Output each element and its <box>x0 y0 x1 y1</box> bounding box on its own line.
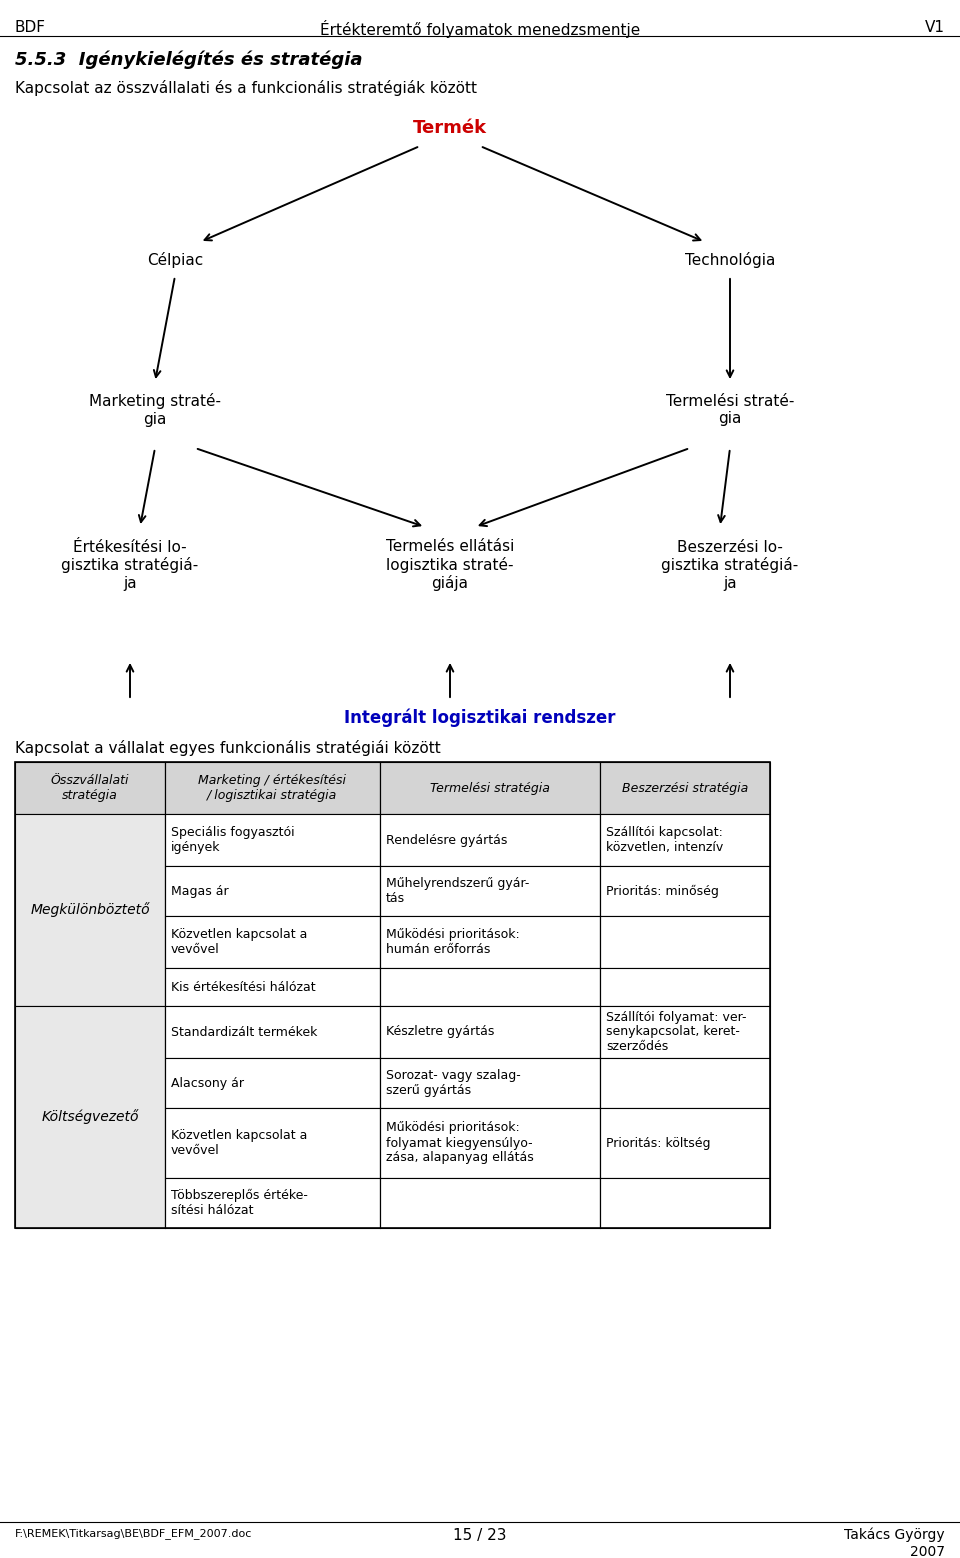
Bar <box>15 1006 165 1228</box>
Text: Termelési stratégia: Termelési stratégia <box>430 782 550 795</box>
Text: Műhelyrendszerű gyár-
tás: Műhelyrendszerű gyár- tás <box>386 877 529 905</box>
Text: Kapcsolat az összvállalati és a funkcionális stratégiák között: Kapcsolat az összvállalati és a funkcion… <box>15 79 477 97</box>
Bar <box>600 762 770 813</box>
Bar <box>165 968 380 1006</box>
Text: Működési prioritások:
folyamat kiegyensúlyo-
zása, alapanyag ellátás: Működési prioritások: folyamat kiegyensú… <box>386 1122 534 1164</box>
Bar <box>15 813 165 1006</box>
Text: Költségvezető: Költségvezető <box>41 1109 139 1125</box>
Text: Értékesítési lo-
gisztika stratégiá-
ja: Értékesítési lo- gisztika stratégiá- ja <box>61 539 199 590</box>
Text: Marketing straté-
gia: Marketing straté- gia <box>89 393 221 427</box>
Text: Prioritás: költség: Prioritás: költség <box>606 1136 710 1150</box>
Text: Kis értékesítési hálózat: Kis értékesítési hálózat <box>171 980 316 994</box>
Bar <box>380 1108 600 1178</box>
Text: Prioritás: minőség: Prioritás: minőség <box>606 885 719 897</box>
Bar <box>600 916 770 968</box>
Bar <box>600 1178 770 1228</box>
Text: Termelés ellátási
logisztika straté-
giája: Termelés ellátási logisztika straté- giá… <box>386 539 515 590</box>
Text: Takács György
2007: Takács György 2007 <box>845 1528 945 1558</box>
Text: V1: V1 <box>925 20 945 34</box>
Bar <box>165 866 380 916</box>
Bar <box>600 1108 770 1178</box>
Bar <box>600 866 770 916</box>
Bar <box>600 1058 770 1108</box>
Text: Összvállalati
stratégia: Összvállalati stratégia <box>51 774 130 802</box>
Text: Kapcsolat a vállalat egyes funkcionális stratégiái között: Kapcsolat a vállalat egyes funkcionális … <box>15 740 441 756</box>
Bar <box>380 762 600 813</box>
Bar <box>165 1006 380 1058</box>
Text: Sorozat- vagy szalag-
szerű gyártás: Sorozat- vagy szalag- szerű gyártás <box>386 1069 520 1097</box>
Bar <box>15 762 770 1228</box>
Text: Szállítói kapcsolat:
közvetlen, intenzív: Szállítói kapcsolat: közvetlen, intenzív <box>606 826 723 854</box>
Text: Termelési straté-
gia: Termelési straté- gia <box>666 394 794 427</box>
Bar <box>380 1058 600 1108</box>
Text: Technológia: Technológia <box>684 252 775 268</box>
Bar <box>165 813 380 866</box>
Bar <box>380 813 600 866</box>
Text: Szállítói folyamat: ver-
senykapcsolat, keret-
szerződés: Szállítói folyamat: ver- senykapcsolat, … <box>606 1011 747 1053</box>
Text: Beszerzési stratégia: Beszerzési stratégia <box>622 782 748 795</box>
Text: Közvetlen kapcsolat a
vevővel: Közvetlen kapcsolat a vevővel <box>171 1130 307 1158</box>
Bar <box>165 1058 380 1108</box>
Text: Speciális fogyasztói
igények: Speciális fogyasztói igények <box>171 826 295 854</box>
Bar <box>380 1178 600 1228</box>
Text: Standardizált termékek: Standardizált termékek <box>171 1025 318 1039</box>
Text: Működési prioritások:
humán erőforrás: Működési prioritások: humán erőforrás <box>386 929 519 957</box>
Text: BDF: BDF <box>15 20 46 34</box>
Bar <box>380 866 600 916</box>
Text: Rendelésre gyártás: Rendelésre gyártás <box>386 834 508 846</box>
Bar <box>380 916 600 968</box>
Text: Integrált logisztikai rendszer: Integrált logisztikai rendszer <box>345 709 615 728</box>
Text: Megkülönböztető: Megkülönböztető <box>30 902 150 918</box>
Text: 15 / 23: 15 / 23 <box>453 1528 507 1542</box>
Text: Többszereplős értéke-
sítési hálózat: Többszereplős értéke- sítési hálózat <box>171 1189 308 1217</box>
Text: Közvetlen kapcsolat a
vevővel: Közvetlen kapcsolat a vevővel <box>171 929 307 957</box>
Text: Értékteremtő folyamatok menedzsmentje: Értékteremtő folyamatok menedzsmentje <box>320 20 640 37</box>
Bar <box>600 1006 770 1058</box>
Bar <box>15 762 165 813</box>
Bar <box>380 968 600 1006</box>
Text: Magas ár: Magas ár <box>171 885 228 897</box>
Text: Célpiac: Célpiac <box>147 252 204 268</box>
Text: Készletre gyártás: Készletre gyártás <box>386 1025 494 1039</box>
Bar <box>165 916 380 968</box>
Text: F:\REMEK\Titkarsag\BE\BDF_EFM_2007.doc: F:\REMEK\Titkarsag\BE\BDF_EFM_2007.doc <box>15 1528 252 1539</box>
Bar <box>165 1108 380 1178</box>
Bar <box>600 968 770 1006</box>
Text: Beszerzési lo-
gisztika stratégiá-
ja: Beszerzési lo- gisztika stratégiá- ja <box>661 539 799 590</box>
Text: Marketing / értékesítési
/ logisztikai stratégia: Marketing / értékesítési / logisztikai s… <box>199 774 347 802</box>
Text: Termék: Termék <box>413 118 487 137</box>
Text: 5.5.3  Igénykielégítés és stratégia: 5.5.3 Igénykielégítés és stratégia <box>15 50 363 69</box>
Bar <box>380 1006 600 1058</box>
Bar <box>165 762 380 813</box>
Text: Alacsony ár: Alacsony ár <box>171 1077 244 1089</box>
Bar <box>165 1178 380 1228</box>
Bar <box>600 813 770 866</box>
